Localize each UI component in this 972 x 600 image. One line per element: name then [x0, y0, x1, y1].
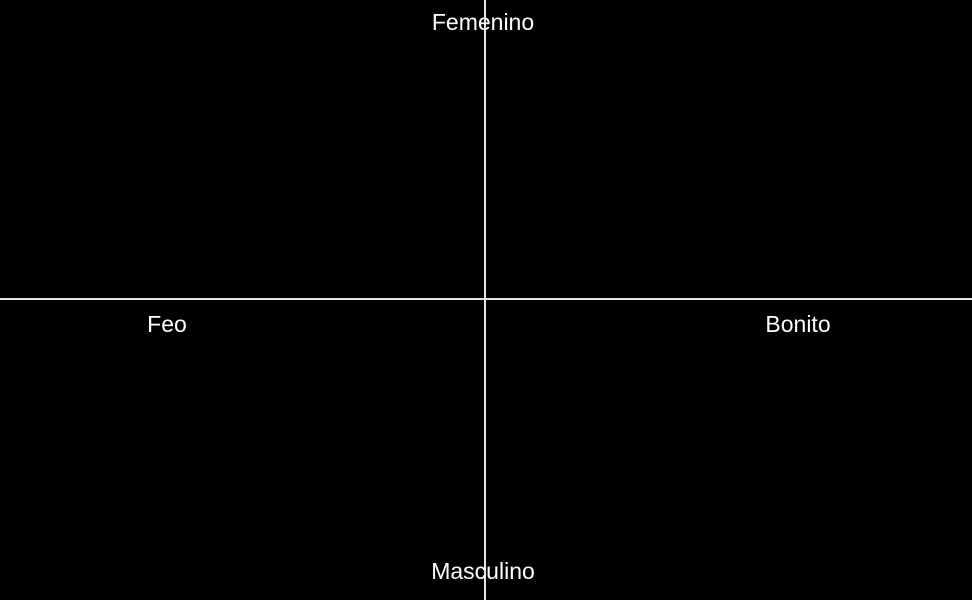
axis-label-right: Bonito — [765, 311, 830, 337]
axis-label-left: Feo — [147, 311, 187, 337]
horizontal-axis-line — [0, 298, 972, 300]
vertical-axis-line — [484, 0, 486, 600]
axis-label-top: Femenino — [432, 9, 534, 35]
axis-label-bottom: Masculino — [431, 558, 535, 584]
